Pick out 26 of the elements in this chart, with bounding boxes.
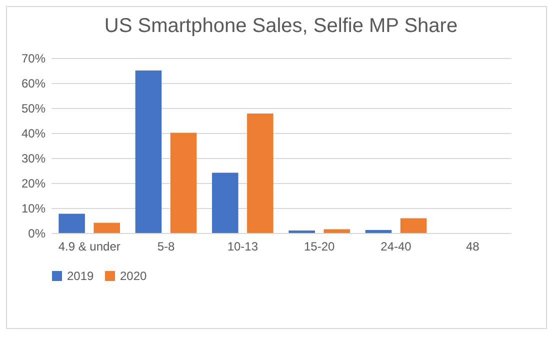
legend-label: 2019: [67, 269, 94, 283]
y-tick-label: 30%: [21, 152, 46, 166]
x-tick-label: 10-13: [227, 240, 258, 254]
bar: [247, 114, 274, 233]
y-tick-label: 70%: [21, 52, 46, 66]
y-tick-label: 0%: [28, 226, 46, 240]
bar: [324, 229, 350, 233]
x-tick-label: 48: [466, 240, 480, 254]
bar: [365, 230, 392, 233]
x-tick-label: 5-8: [157, 240, 175, 254]
y-tick-label: 20%: [21, 176, 46, 190]
bar: [135, 70, 162, 233]
y-tick-label: 60%: [21, 76, 46, 90]
x-tick-label: 15-20: [304, 240, 335, 254]
x-tick-label: 24-40: [380, 240, 412, 254]
legend-label: 2020: [120, 269, 148, 283]
x-tick-label: 4.9 & under: [58, 240, 120, 254]
y-tick-label: 10%: [21, 202, 46, 216]
bar: [170, 132, 197, 233]
y-tick-label: 50%: [21, 102, 46, 116]
bar: [212, 172, 238, 233]
bar: [94, 222, 120, 233]
y-tick-label: 40%: [21, 126, 46, 140]
bar: [400, 218, 427, 233]
chart-title: US Smartphone Sales, Selfie MP Share: [104, 15, 458, 37]
bar: [58, 214, 85, 233]
